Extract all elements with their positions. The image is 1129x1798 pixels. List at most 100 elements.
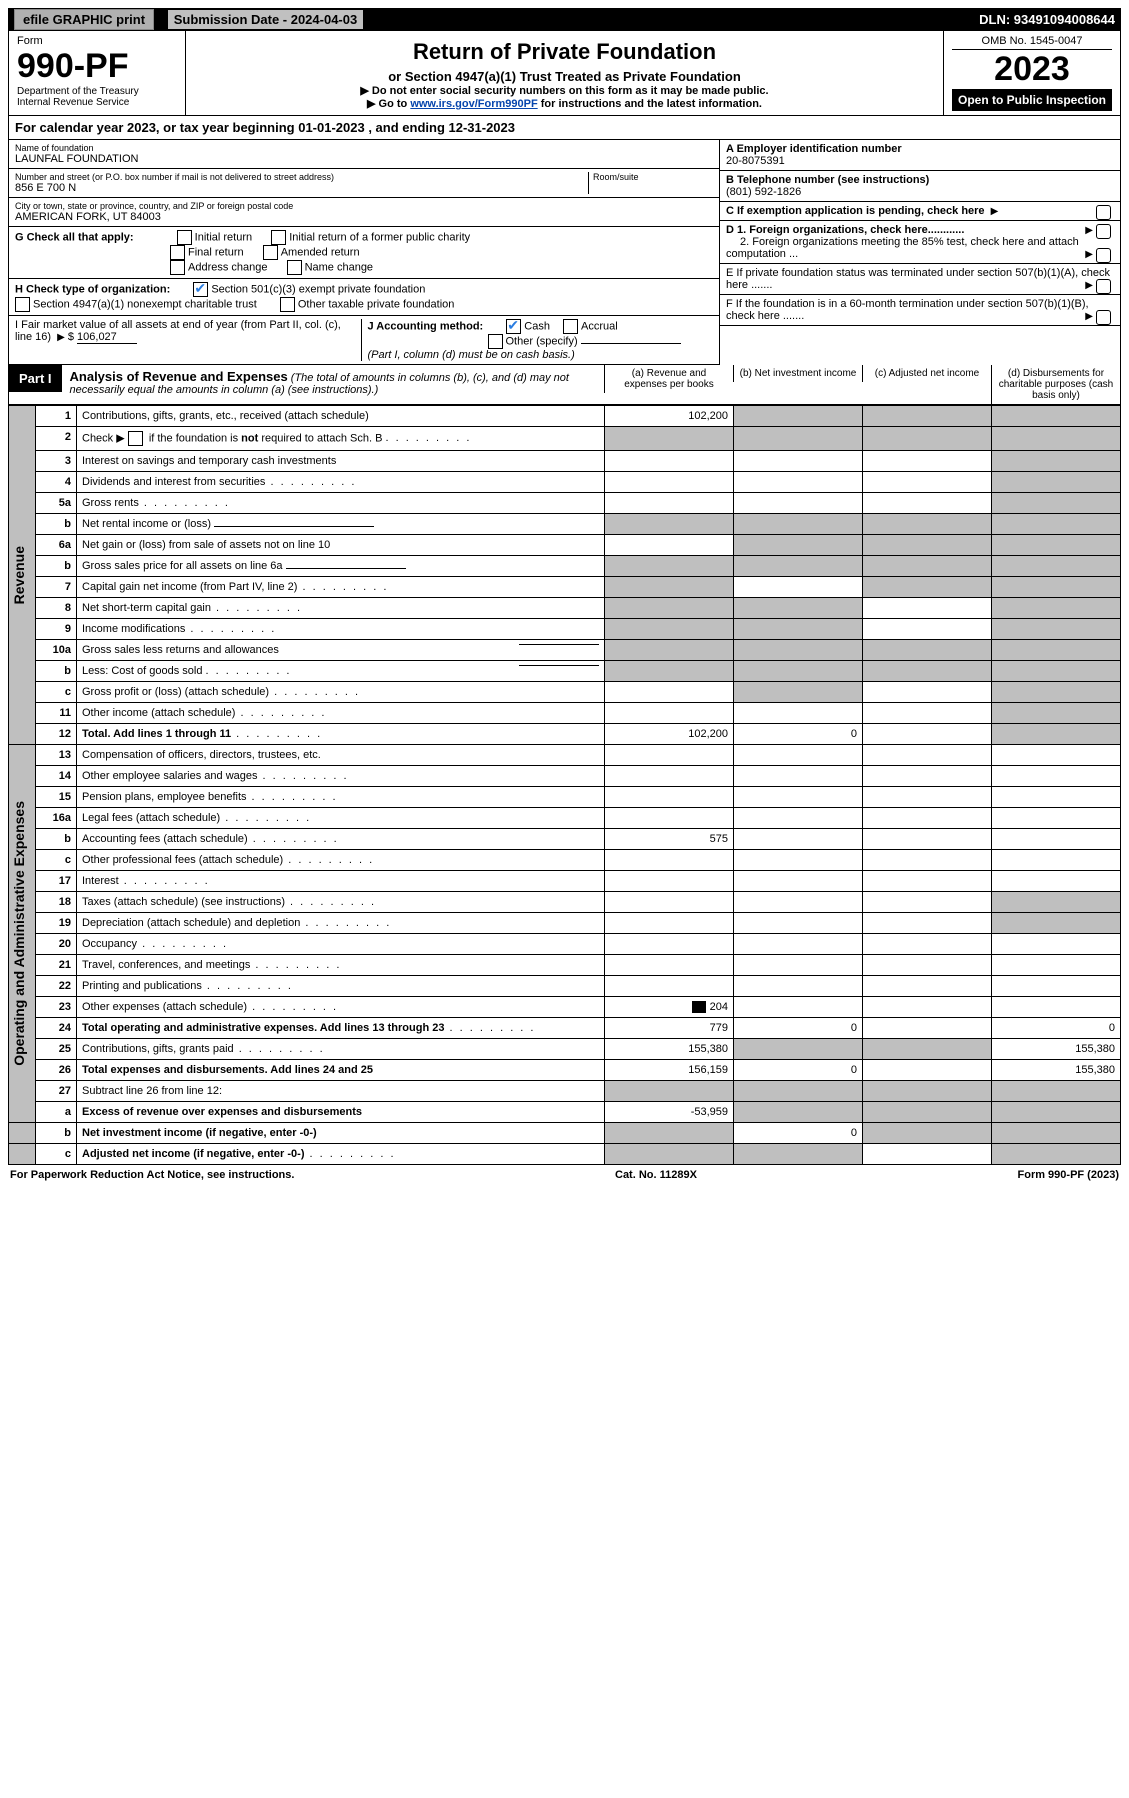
row-num: c — [36, 1144, 77, 1165]
chk-d1[interactable] — [1096, 224, 1111, 239]
row-num: 2 — [36, 427, 77, 451]
h-4947: Section 4947(a)(1) nonexempt charitable … — [33, 298, 257, 310]
e-label: E If private foundation status was termi… — [726, 267, 1110, 291]
g-opt-3: Amended return — [281, 246, 360, 258]
chk-name-change[interactable] — [287, 260, 302, 275]
city-state-zip: AMERICAN FORK, UT 84003 — [15, 211, 713, 223]
row-num: 22 — [36, 976, 77, 997]
row-desc: Legal fees (attach schedule) — [77, 808, 605, 829]
chk-address-change[interactable] — [170, 260, 185, 275]
chk-other-method[interactable] — [488, 334, 503, 349]
form990pf-link[interactable]: www.irs.gov/Form990PF — [410, 98, 537, 110]
dept-treasury: Department of the Treasury — [17, 86, 177, 97]
row-desc: Accounting fees (attach schedule) — [77, 829, 605, 850]
chk-other-taxable[interactable] — [280, 297, 295, 312]
cell-b: 0 — [734, 1018, 863, 1039]
street-address: 856 E 700 N — [15, 182, 588, 194]
row-num: 19 — [36, 913, 77, 934]
row-desc: Dividends and interest from securities — [77, 472, 605, 493]
ein-label: A Employer identification number — [726, 143, 902, 155]
j-cash: Cash — [524, 320, 550, 332]
row-desc: Other employee salaries and wages — [77, 766, 605, 787]
row-num: 6a — [36, 535, 77, 556]
row-desc: Taxes (attach schedule) (see instruction… — [77, 892, 605, 913]
row-num: 3 — [36, 451, 77, 472]
row-num: c — [36, 850, 77, 871]
row-num: b — [36, 1123, 77, 1144]
footer-form: Form 990-PF (2023) — [1018, 1169, 1119, 1181]
row-desc: Gross sales price for all assets on line… — [77, 556, 605, 577]
row-num: 25 — [36, 1039, 77, 1060]
attachment-icon[interactable] — [692, 1001, 706, 1013]
row-desc: Gross rents — [77, 493, 605, 514]
footer-catno: Cat. No. 11289X — [615, 1169, 697, 1181]
row-desc: Net gain or (loss) from sale of assets n… — [77, 535, 605, 556]
row-num: 7 — [36, 577, 77, 598]
col-c-header: (c) Adjusted net income — [862, 365, 991, 382]
chk-d2[interactable] — [1096, 248, 1111, 263]
row-num: 12 — [36, 724, 77, 745]
expenses-side-label: Operating and Administrative Expenses — [9, 791, 29, 1076]
chk-initial-return[interactable] — [177, 230, 192, 245]
chk-amended[interactable] — [263, 245, 278, 260]
j-other: Other (specify) — [506, 335, 578, 347]
form-subtitle: or Section 4947(a)(1) Trust Treated as P… — [194, 69, 935, 84]
d1-label: D 1. Foreign organizations, check here..… — [726, 224, 964, 236]
row-desc: Interest on savings and temporary cash i… — [77, 451, 605, 472]
cell-d: 155,380 — [992, 1060, 1121, 1081]
j-label: J Accounting method: — [368, 320, 484, 332]
row-desc: Other expenses (attach schedule) — [77, 997, 605, 1018]
col-a-header: (a) Revenue and expenses per books — [604, 365, 733, 393]
chk-501c3[interactable] — [193, 282, 208, 297]
row-desc: Gross profit or (loss) (attach schedule) — [77, 682, 605, 703]
row-num: c — [36, 682, 77, 703]
row-desc: Total. Add lines 1 through 11 — [77, 724, 605, 745]
row-desc: Check ▶ if the foundation is not require… — [77, 427, 605, 451]
tel-label: B Telephone number (see instructions) — [726, 174, 929, 186]
chk-initial-former[interactable] — [271, 230, 286, 245]
open-public-badge: Open to Public Inspection — [952, 89, 1112, 111]
h-other: Other taxable private foundation — [298, 298, 455, 310]
row-num: 21 — [36, 955, 77, 976]
arrow-icon-f — [1082, 310, 1096, 322]
row-desc: Net investment income (if negative, ente… — [77, 1123, 605, 1144]
cell-a: 204 — [605, 997, 734, 1018]
cell-a: -53,959 — [605, 1102, 734, 1123]
f-label: F If the foundation is in a 60-month ter… — [726, 298, 1089, 322]
g-opt-0: Initial return — [195, 231, 252, 243]
omb-number: OMB No. 1545-0047 — [952, 35, 1112, 50]
row-num: 17 — [36, 871, 77, 892]
chk-final-return[interactable] — [170, 245, 185, 260]
cell-a: 155,380 — [605, 1039, 734, 1060]
arrow-icon-e — [1082, 279, 1096, 291]
city-label: City or town, state or province, country… — [15, 201, 713, 211]
row-num: 15 — [36, 787, 77, 808]
cell-a: 102,200 — [605, 724, 734, 745]
ein-value: 20-8075391 — [726, 155, 785, 167]
calendar-year-line: For calendar year 2023, or tax year begi… — [8, 116, 1121, 140]
chk-cash[interactable] — [506, 319, 521, 334]
row-desc: Travel, conferences, and meetings — [77, 955, 605, 976]
info-section: Name of foundation LAUNFAL FOUNDATION Nu… — [8, 140, 1121, 365]
chk-c-pending[interactable] — [1096, 205, 1111, 220]
chk-schb[interactable] — [128, 431, 143, 446]
row-desc: Net short-term capital gain — [77, 598, 605, 619]
footer-paperwork: For Paperwork Reduction Act Notice, see … — [10, 1169, 294, 1181]
i-value: 106,027 — [77, 331, 137, 344]
row-num: b — [36, 514, 77, 535]
row-num: 18 — [36, 892, 77, 913]
cell-d: 0 — [992, 1018, 1121, 1039]
chk-e[interactable] — [1096, 279, 1111, 294]
efile-print-btn[interactable]: efile GRAPHIC print — [14, 9, 154, 30]
h-501c3: Section 501(c)(3) exempt private foundat… — [211, 283, 425, 295]
chk-f[interactable] — [1096, 310, 1111, 325]
form-number: 990-PF — [17, 47, 177, 86]
row-desc: Capital gain net income (from Part IV, l… — [77, 577, 605, 598]
g-opt-2: Final return — [188, 246, 244, 258]
cell-a: 156,159 — [605, 1060, 734, 1081]
dln-label: DLN: 93491094008644 — [979, 12, 1115, 27]
chk-accrual[interactable] — [563, 319, 578, 334]
chk-4947[interactable] — [15, 297, 30, 312]
cell-a: 575 — [605, 829, 734, 850]
row-desc: Occupancy — [77, 934, 605, 955]
